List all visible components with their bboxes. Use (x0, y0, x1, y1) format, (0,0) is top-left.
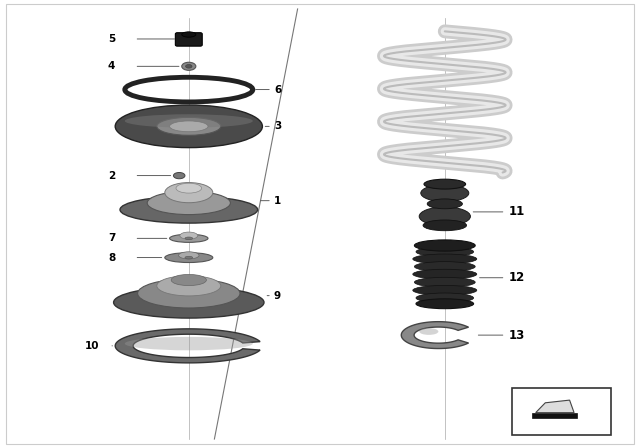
Ellipse shape (170, 121, 208, 132)
Polygon shape (115, 329, 260, 363)
Text: 12: 12 (509, 271, 525, 284)
Ellipse shape (179, 252, 199, 259)
Ellipse shape (186, 65, 192, 68)
Ellipse shape (413, 269, 477, 279)
Ellipse shape (419, 207, 470, 226)
Ellipse shape (423, 220, 467, 231)
Text: 8: 8 (108, 253, 115, 263)
Text: 5: 5 (108, 34, 115, 44)
Ellipse shape (165, 182, 212, 202)
Ellipse shape (147, 191, 230, 215)
Ellipse shape (415, 277, 475, 287)
Ellipse shape (138, 279, 240, 308)
Polygon shape (536, 400, 574, 413)
Ellipse shape (416, 247, 474, 257)
Text: 2: 2 (108, 171, 115, 181)
Ellipse shape (125, 114, 253, 128)
Text: 11: 11 (509, 205, 525, 219)
Ellipse shape (185, 237, 193, 240)
Ellipse shape (415, 262, 475, 271)
Ellipse shape (173, 172, 185, 179)
Text: 3: 3 (274, 121, 281, 131)
Ellipse shape (176, 183, 202, 193)
Ellipse shape (125, 337, 253, 350)
Text: 4: 4 (108, 61, 115, 71)
Ellipse shape (416, 293, 474, 303)
Ellipse shape (165, 253, 212, 263)
Ellipse shape (120, 196, 257, 223)
Text: 6: 6 (274, 85, 281, 95)
Ellipse shape (172, 274, 206, 286)
Polygon shape (401, 322, 468, 349)
Text: 9: 9 (274, 291, 281, 301)
Ellipse shape (419, 328, 438, 335)
Text: 13: 13 (509, 328, 525, 342)
Ellipse shape (185, 256, 193, 259)
Ellipse shape (182, 32, 196, 37)
Polygon shape (532, 413, 577, 418)
Ellipse shape (424, 179, 466, 189)
Ellipse shape (170, 234, 208, 242)
Ellipse shape (415, 240, 475, 251)
Text: 155106: 155106 (545, 421, 579, 430)
Ellipse shape (182, 62, 196, 70)
Ellipse shape (413, 285, 477, 295)
Text: 10: 10 (84, 341, 99, 351)
Ellipse shape (180, 232, 198, 239)
Text: 1: 1 (274, 196, 281, 206)
Ellipse shape (416, 299, 474, 309)
Ellipse shape (157, 276, 221, 296)
Ellipse shape (114, 287, 264, 318)
Ellipse shape (413, 254, 477, 264)
Ellipse shape (115, 105, 262, 148)
Ellipse shape (421, 185, 468, 202)
FancyBboxPatch shape (175, 33, 202, 46)
Ellipse shape (157, 117, 221, 135)
Bar (512, 388, 611, 435)
Ellipse shape (428, 199, 462, 209)
Text: 7: 7 (108, 233, 115, 243)
